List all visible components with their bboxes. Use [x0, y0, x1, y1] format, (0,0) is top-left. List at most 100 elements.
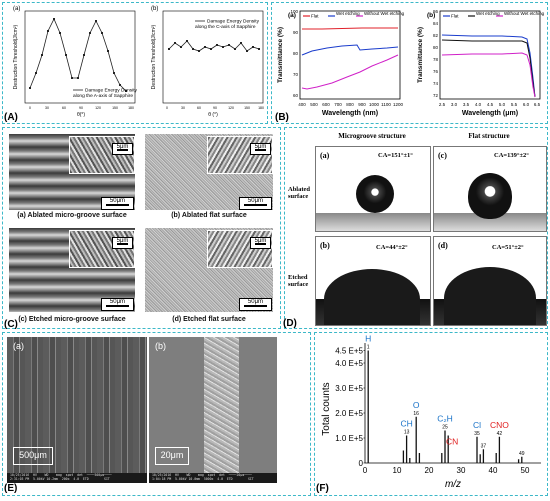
b-right-yticks: 72 74 76 78 80 82 84 86	[433, 9, 439, 98]
left-legend-2: along the A-axis of Sapphire	[73, 93, 133, 99]
panel-a: 0 30 60 90 120 150 180 0 30 60 90 120 15…	[2, 2, 268, 124]
right-chart-frame	[162, 10, 264, 104]
f-xtick: 50	[521, 466, 530, 475]
svg-text:72: 72	[433, 93, 439, 98]
left-chart-markers	[29, 18, 127, 92]
sem-image-e-b: (b) 20μm 10/25/2016 HV WD mag spot det ─…	[149, 337, 277, 483]
panel-d: Microgroove structure Flat structure Abl…	[284, 127, 548, 329]
f-peak-mass: 42	[497, 431, 503, 437]
panel-b-sub-a: (a)	[288, 12, 296, 19]
left-legend: Damage Energy Density	[85, 88, 138, 94]
panel-a-sub-b: (b)	[151, 6, 158, 12]
left-chart-frame	[24, 10, 136, 104]
svg-text:1200: 1200	[393, 102, 404, 107]
f-ytick: 0	[359, 459, 364, 468]
svg-text:90: 90	[293, 30, 299, 35]
svg-text:74: 74	[433, 81, 439, 86]
svg-text:84: 84	[433, 21, 439, 26]
svg-text:60: 60	[293, 93, 299, 98]
svg-text:400: 400	[298, 102, 306, 107]
f-peak-mass: 49	[519, 451, 525, 457]
f-peak-mass: 13	[404, 430, 410, 436]
svg-text:500: 500	[310, 102, 318, 107]
b-right-xlabel: Wavelength (μm)	[462, 110, 518, 117]
b-left-xlabel: Wavelength (nm)	[322, 110, 378, 117]
b-right-wet	[441, 34, 536, 98]
svg-text:3.0: 3.0	[451, 102, 458, 107]
left-xlabel: θ(°)	[77, 112, 85, 118]
f-xtick: 40	[489, 466, 498, 475]
svg-text:1100: 1100	[381, 102, 391, 107]
f-peak-mass: 16	[413, 411, 419, 417]
svg-text:70: 70	[293, 72, 299, 77]
panel-d-label: (D)	[283, 318, 297, 329]
b-right-ylabel: Transmittance (%)	[417, 27, 424, 83]
svg-text:6.0: 6.0	[523, 102, 530, 107]
panel-e-label: (E)	[4, 483, 18, 494]
b-right-frame	[439, 10, 541, 100]
svg-text:120: 120	[95, 106, 101, 110]
f-xlabel: m/z	[445, 479, 461, 490]
main-scalebar: 50μm	[101, 197, 134, 210]
panel-a-charts: 0 30 60 90 120 150 180 0 30 60 90 120 15…	[13, 6, 264, 118]
svg-text:82: 82	[433, 33, 439, 38]
svg-text:Without Wet etching: Without Wet etching	[364, 11, 405, 16]
svg-text:60: 60	[197, 106, 201, 110]
svg-text:0: 0	[29, 106, 31, 110]
right-chart-markers	[168, 40, 260, 52]
panel-b-charts: Flat Wet etching Without Wet etching Fla…	[277, 9, 545, 117]
contact-angle-b: (b) CA=44°±2°	[315, 236, 431, 326]
svg-text:600: 600	[322, 102, 330, 107]
svg-text:86: 86	[433, 9, 439, 14]
mass-spectrum: 0 1.0 E+5 2.0 E+5 3.0 E+5 4.0 E+5 4.5 E+5 0 10…	[321, 334, 541, 490]
col-head-microgroove: Microgroove structure	[338, 132, 406, 140]
panel-b-sub-b: (b)	[427, 12, 435, 19]
b-left-without	[301, 54, 399, 90]
scale-e-a: 500μm	[13, 447, 53, 465]
svg-text:100: 100	[290, 9, 298, 14]
svg-text:30: 30	[181, 106, 185, 110]
scale-e-b: 20μm	[155, 447, 189, 465]
svg-text:180: 180	[258, 106, 264, 110]
right-xticks: 0 30 60 90 120 150 180	[166, 106, 264, 110]
caption-d: (d) Etched flat surface	[172, 316, 246, 323]
b-right-without	[441, 52, 536, 98]
left-ylabel: Destruction Threshold(J/cm²)	[13, 24, 19, 89]
f-xtick: 30	[457, 466, 466, 475]
f-ytick: 1.0 E+5	[335, 434, 363, 443]
right-legend-2: along the C-axis of Sapphire	[195, 24, 256, 30]
svg-text:150: 150	[112, 106, 118, 110]
right-chart-line	[168, 40, 260, 52]
b-left-wet	[301, 44, 399, 56]
svg-text:900: 900	[358, 102, 366, 107]
f-peak-mass: 25	[442, 425, 448, 431]
svg-text:90: 90	[213, 106, 217, 110]
row-label-ablated: Ablated surface	[288, 186, 311, 201]
f-peak-label: O	[413, 400, 420, 410]
left-xticks: 0 30 60 90 120 150 180	[29, 106, 134, 110]
inset-etched-flat	[207, 230, 273, 268]
panel-f-label: (F)	[316, 483, 329, 494]
b-left-xticks: 400 500 600 700 800 900 1000 1100 1200	[298, 102, 403, 107]
f-peak-mass: 35	[474, 431, 480, 437]
svg-text:150: 150	[244, 106, 250, 110]
inset-ablated-groove	[69, 136, 135, 174]
inset-ablated-flat	[207, 136, 273, 174]
caption-a: (a) Ablated micro-groove surface	[17, 212, 127, 219]
svg-text:700: 700	[334, 102, 342, 107]
f-peak-label: CN	[446, 437, 458, 447]
svg-text:90: 90	[79, 106, 83, 110]
databar-e-b: 10/25/2016 HV WD mag spot det ────20μm──…	[149, 473, 277, 483]
f-xtick: 20	[425, 466, 434, 475]
sem-ablated-flat: 5μm 50μm	[145, 134, 273, 210]
right-legend: Damage Energy Density	[207, 19, 260, 25]
contact-angle-a: (a) CA=151°±1°	[315, 146, 431, 232]
b-right-xticks: 2.5 3.0 3.5 4.0 4.5 5.0 5.5 6.0 6.5	[439, 102, 541, 107]
b-left-frame	[299, 10, 401, 100]
svg-text:Wet etching: Wet etching	[336, 11, 360, 16]
svg-text:0: 0	[166, 106, 168, 110]
svg-text:60: 60	[62, 106, 66, 110]
svg-text:Without Wet etching: Without Wet etching	[504, 11, 545, 16]
f-ytick: 4.0 E+5	[335, 359, 363, 368]
svg-text:4.0: 4.0	[475, 102, 482, 107]
